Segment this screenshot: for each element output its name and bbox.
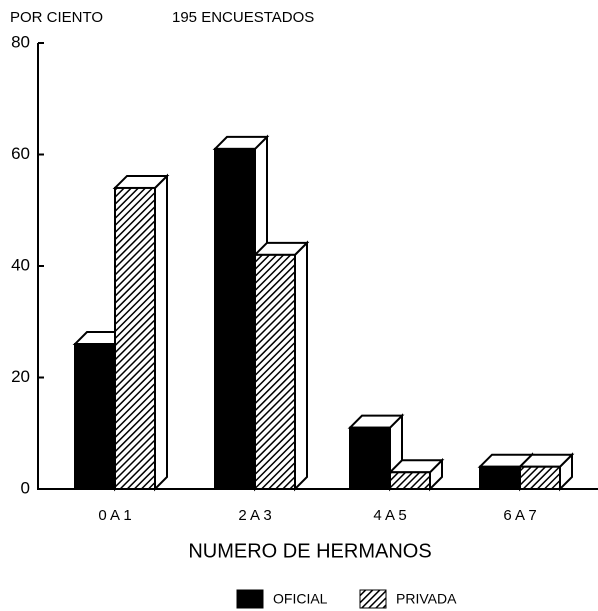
x-tick-label: 2 A 3 [238, 507, 271, 524]
legend-swatch [236, 589, 264, 609]
bar-face [294, 240, 308, 492]
bar-face [114, 186, 156, 490]
bar [517, 452, 575, 492]
bar [112, 173, 170, 492]
bar-face [389, 471, 431, 490]
x-tick-label: 4 A 5 [373, 507, 406, 524]
x-axis-label: NUMERO DE HERMANOS [188, 540, 431, 562]
bar-face [479, 465, 521, 491]
y-tick-label: 60 [11, 144, 30, 163]
y-tick-label: 40 [11, 255, 30, 274]
y-tick-label: 80 [11, 32, 30, 51]
y-tick-label: 0 [21, 478, 30, 497]
legend-swatch [359, 589, 387, 609]
bar [387, 457, 445, 492]
bar [252, 240, 310, 492]
y-tick-label: 20 [11, 367, 30, 386]
bar-face [74, 343, 116, 490]
x-tick-label: 6 A 7 [503, 507, 536, 524]
y-axis-label: POR CIENTO [10, 9, 103, 26]
bar-face [349, 426, 391, 490]
bar-face [214, 147, 256, 491]
bar-face [154, 173, 168, 492]
legend-label: OFICIAL [273, 591, 328, 607]
legend-label: PRIVADA [396, 591, 457, 607]
bar-face [519, 465, 561, 491]
x-tick-label: 0 A 1 [98, 507, 131, 524]
subtitle: 195 ENCUESTADOS [172, 9, 314, 26]
bar-face [254, 253, 296, 490]
bar [347, 413, 405, 492]
